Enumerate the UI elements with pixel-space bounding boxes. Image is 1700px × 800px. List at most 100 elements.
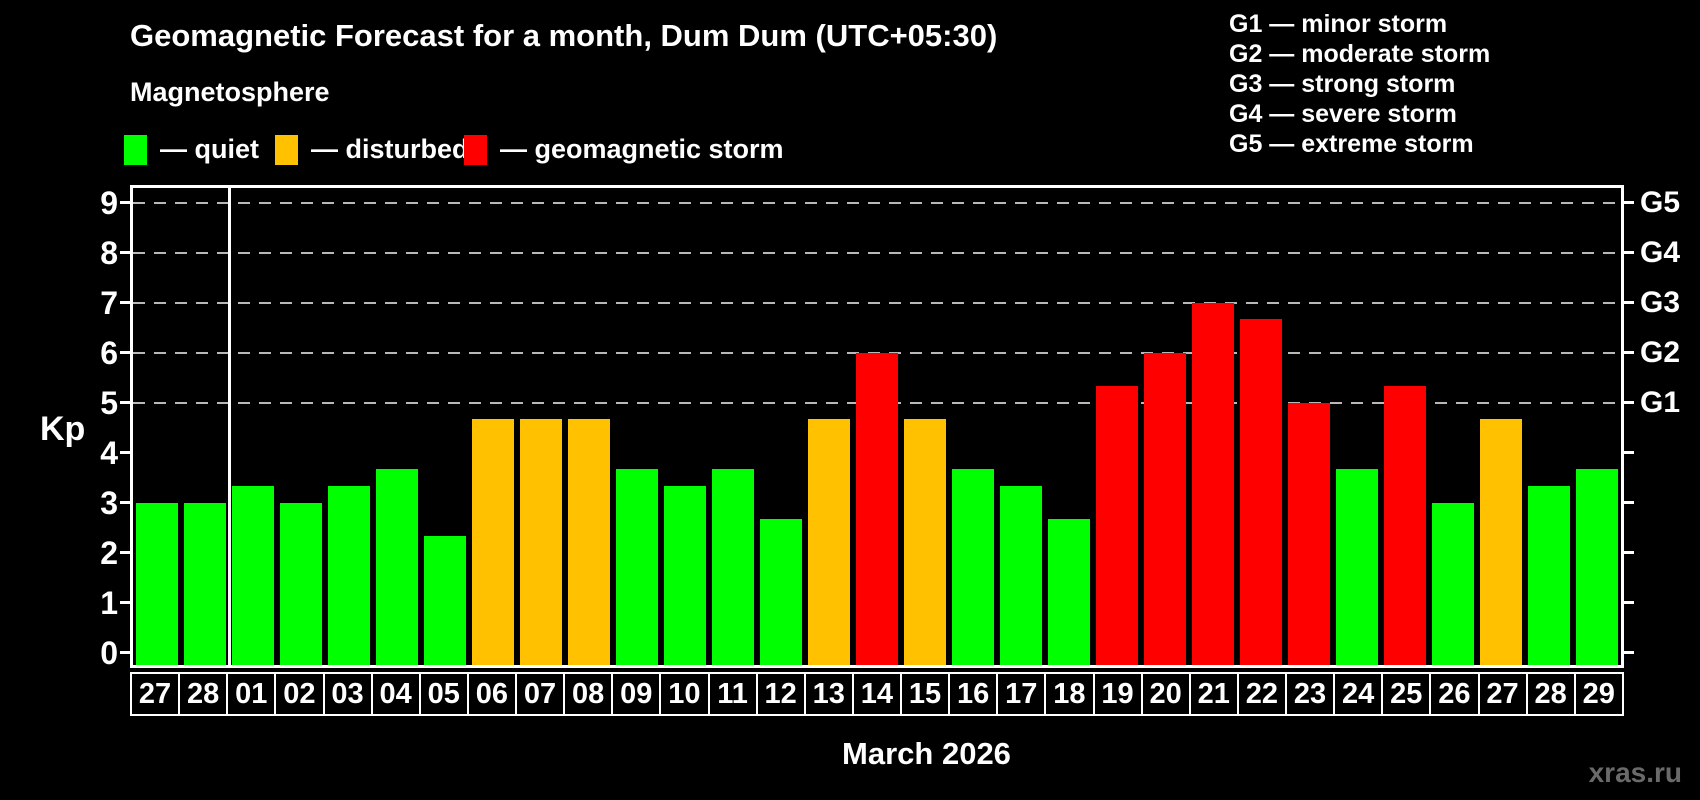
legend-item-storm: — geomagnetic storm (464, 134, 784, 165)
y-axis-tick (120, 551, 130, 555)
day-label: 28 (1525, 672, 1576, 716)
day-label: 03 (322, 672, 373, 716)
y-tick-label-0: 0 (100, 634, 118, 671)
day-label: 12 (755, 672, 806, 716)
kp-bar-day-20 (1144, 352, 1186, 665)
y-tick-label-1: 1 (100, 584, 118, 621)
right-axis-tick (1624, 201, 1634, 205)
day-label: 13 (803, 672, 854, 716)
kp-bar-day-27 (136, 502, 178, 665)
kp-bar-day-13 (808, 419, 850, 665)
day-label: 09 (611, 672, 662, 716)
storm-legend-line: G2 — moderate storm (1229, 40, 1491, 68)
kp-bar-day-24 (1336, 469, 1378, 665)
storm-color-swatch (464, 134, 487, 165)
kp-bar-day-15 (904, 419, 946, 665)
day-label: 16 (948, 672, 999, 716)
kp-bar-day-11 (712, 469, 754, 665)
storm-legend-line: G4 — severe storm (1229, 100, 1457, 128)
legend-label: — disturbed (311, 134, 469, 164)
kp-bar-day-26 (1432, 502, 1474, 665)
y-axis-tick (120, 651, 130, 655)
day-label: 01 (226, 672, 277, 716)
g-scale-label-G4: G4 (1640, 235, 1681, 269)
gridline-kp9 (133, 201, 1621, 204)
y-tick-label-5: 5 (100, 384, 118, 421)
kp-bar-day-05 (424, 536, 466, 665)
g-scale-label-G2: G2 (1640, 335, 1681, 369)
kp-bar-day-25 (1384, 386, 1426, 665)
right-axis-tick (1624, 601, 1634, 605)
day-label: 19 (1092, 672, 1143, 716)
chart-title: Geomagnetic Forecast for a month, Dum Du… (130, 18, 998, 53)
y-axis-tick (120, 251, 130, 255)
kp-bar-day-06 (472, 419, 514, 665)
y-tick-label-7: 7 (100, 284, 118, 321)
day-label: 02 (274, 672, 325, 716)
kp-bar-day-21 (1192, 302, 1234, 665)
y-axis-tick (120, 401, 130, 405)
kp-bar-day-23 (1288, 402, 1330, 665)
kp-bar-day-04 (376, 469, 418, 665)
kp-bar-day-19 (1096, 386, 1138, 665)
day-label: 28 (178, 672, 229, 716)
legend-item-quiet: — quiet (124, 134, 259, 165)
g-scale-label-G5: G5 (1640, 185, 1681, 219)
day-label: 21 (1188, 672, 1239, 716)
g-scale-label-G1: G1 (1640, 385, 1681, 419)
kp-bar-day-03 (328, 486, 370, 665)
day-label: 29 (1573, 672, 1624, 716)
kp-bar-day-29 (1576, 469, 1618, 665)
right-axis-tick (1624, 451, 1634, 455)
right-axis-tick (1624, 351, 1634, 355)
day-label: 14 (851, 672, 902, 716)
y-axis-tick (120, 601, 130, 605)
plot-area (120, 185, 1634, 668)
y-tick-label-9: 9 (100, 184, 118, 221)
y-tick-label-3: 3 (100, 484, 118, 521)
kp-bar-day-28 (1528, 486, 1570, 665)
day-label: 06 (466, 672, 517, 716)
day-label: 17 (996, 672, 1047, 716)
storm-legend-line: G3 — strong storm (1229, 70, 1456, 98)
day-label: 24 (1333, 672, 1384, 716)
storm-scale-legend: G1 — minor storm G2 — moderate storm G3 — … (1229, 9, 1490, 159)
kp-bar-day-28 (184, 502, 226, 665)
day-label: 08 (563, 672, 614, 716)
kp-bar-day-09 (616, 469, 658, 665)
kp-bar-day-12 (760, 519, 802, 665)
watermark: xras.ru (1588, 757, 1682, 788)
day-label: 22 (1236, 672, 1287, 716)
right-axis-tick (1624, 251, 1634, 255)
y-axis-title: Kp (40, 410, 86, 448)
right-axis-tick (1624, 301, 1634, 305)
gridline-kp6 (133, 351, 1621, 354)
day-label: 07 (515, 672, 566, 716)
kp-bar-day-22 (1240, 319, 1282, 665)
storm-legend-line: G5 — extreme storm (1229, 130, 1474, 158)
y-axis-tick (120, 501, 130, 505)
day-label: 27 (130, 672, 181, 716)
y-tick-label-8: 8 (100, 234, 118, 271)
legend-label: — geomagnetic storm (500, 134, 784, 164)
day-label: 23 (1285, 672, 1336, 716)
y-tick-label-4: 4 (100, 434, 118, 471)
day-label: 20 (1140, 672, 1191, 716)
kp-bar-day-02 (280, 502, 322, 665)
right-axis-tick (1624, 501, 1634, 505)
y-axis-tick (120, 451, 130, 455)
y-tick-label-6: 6 (100, 334, 118, 371)
kp-bar-day-07 (520, 419, 562, 665)
y-axis-tick (120, 351, 130, 355)
right-axis-tick (1624, 551, 1634, 555)
day-label: 10 (659, 672, 710, 716)
legend-label: — quiet (160, 134, 259, 164)
day-label: 27 (1477, 672, 1528, 716)
storm-legend-line: G1 — minor storm (1229, 10, 1448, 38)
gridline-kp7 (133, 301, 1621, 304)
month-separator-line (227, 188, 231, 665)
chart-subtitle: Magnetosphere (130, 77, 330, 107)
kp-bar-day-01 (232, 486, 274, 665)
kp-bar-day-08 (568, 419, 610, 665)
